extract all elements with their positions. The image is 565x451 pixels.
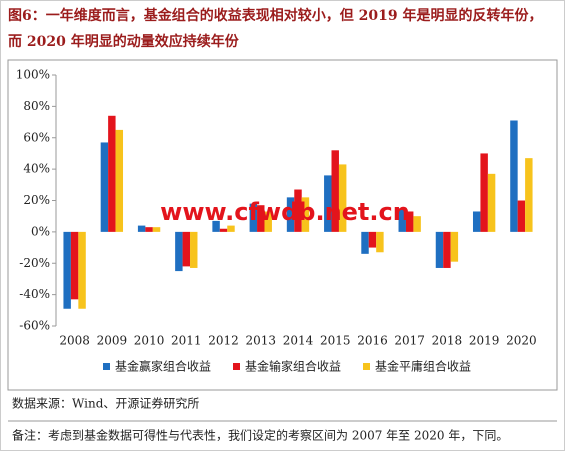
plot-frame [7,59,558,391]
bar [63,231,71,309]
bar [257,205,265,232]
bar [212,220,220,232]
bar [435,231,444,268]
bar [405,211,414,232]
bar [100,142,109,232]
y-tick-label: -20% [19,256,50,270]
chart-title: 图6：一年维度而言，基金组合的收益表现相对较小，但 2019 年是明显的反转年份… [8,7,542,24]
y-tick-label: 60% [23,130,50,144]
bar [70,231,79,300]
legend-marker [103,363,110,370]
bar [331,150,339,232]
bar [301,197,310,232]
x-tick-label: 2018 [432,334,463,348]
bar [145,227,153,232]
bar [190,231,198,268]
legend-label: 基金平庸组合收益 [375,359,471,374]
x-tick-label: 2008 [59,334,90,348]
bar [115,129,124,232]
legend-marker [363,363,370,370]
x-tick-label: 2010 [134,334,165,348]
y-tick-label: 80% [23,99,50,113]
bar [472,211,481,232]
x-tick-label: 2017 [394,334,425,348]
x-tick-label: 2012 [208,334,239,348]
x-tick-label: 2019 [469,334,500,348]
bar [443,231,451,268]
y-tick-label: 20% [23,193,50,207]
bar [175,231,183,272]
bar [264,211,272,232]
bar [376,231,384,253]
bar [487,173,496,232]
bar [227,225,235,232]
y-tick-label: 100% [16,68,50,82]
bar [324,175,332,232]
bar [525,158,533,232]
legend-label: 基金赢家组合收益 [115,359,211,374]
bar [286,197,295,232]
bar [480,153,488,232]
x-tick-label: 2015 [320,334,351,348]
y-tick-label: 40% [23,162,50,176]
bar [338,164,347,232]
y-tick-label: 0% [31,224,50,238]
bar [368,231,377,248]
bar [450,231,459,262]
bar [398,208,406,232]
note: 备注：考虑到基金数据可得性与代表性，我们设定的考察区间为 2007 年至 202… [12,428,508,443]
chart-title: 而 2020 年明显的动量效应持续年份 [8,33,240,50]
watermark: www.cfwdb.net.cn [160,198,410,226]
legend-label: 基金输家组合收益 [245,359,341,374]
x-tick-label: 2020 [506,334,537,348]
legend-marker [233,363,240,370]
bar [108,115,116,232]
bar [137,225,146,232]
y-tick-label: -40% [19,287,50,301]
bar [182,231,191,267]
x-tick-label: 2016 [357,334,388,348]
bar [219,228,228,232]
x-tick-label: 2014 [283,334,314,348]
x-tick-label: 2013 [245,334,276,348]
y-tick-label: -60% [19,319,50,333]
bar [361,231,369,254]
bar [413,216,421,232]
x-tick-label: 2011 [171,334,202,348]
bar [294,189,302,232]
bar [152,227,161,232]
bar [517,200,526,232]
bar [249,203,258,232]
bar [510,120,518,232]
bar [78,231,86,309]
source: 数据来源：Wind、开源证券研究所 [12,396,199,411]
x-tick-label: 2009 [97,334,128,348]
